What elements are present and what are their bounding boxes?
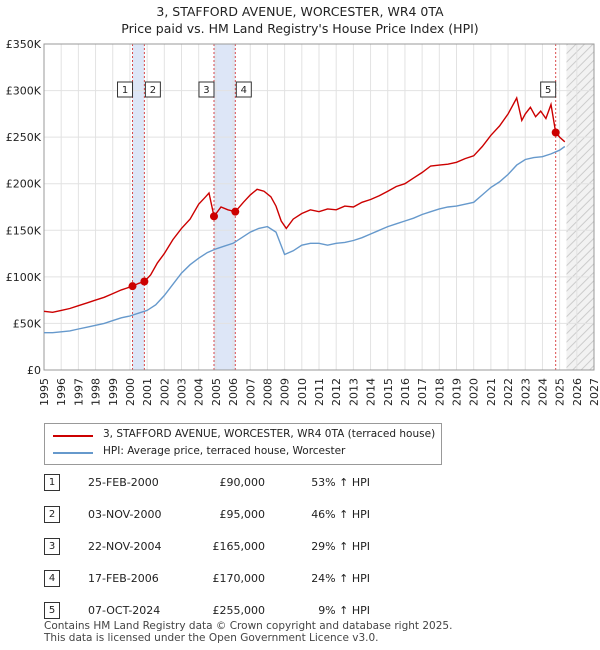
chart-subtitle: Price paid vs. HM Land Registry's House … — [121, 21, 479, 36]
sale-number-badge: 1 — [44, 474, 60, 491]
x-tick-label: 2015 — [382, 378, 395, 406]
x-tick-label: 2011 — [313, 378, 326, 406]
sale-number-badge: 5 — [44, 602, 60, 619]
y-tick-label: £300K — [6, 85, 42, 98]
sale-price: £165,000 — [212, 540, 266, 553]
sale-number-badge: 2 — [44, 506, 60, 523]
x-tick-label: 2026 — [571, 378, 584, 406]
table-row: 5 07-OCT-2024 £255,000 9% ↑ HPI — [40, 600, 460, 620]
x-tick-label: 2018 — [433, 378, 446, 406]
sale-point — [209, 212, 218, 221]
legend: 3, STAFFORD AVENUE, WORCESTER, WR4 0TA (… — [44, 423, 442, 465]
x-tick-label: 2027 — [588, 378, 600, 406]
sale-label-text: 5 — [545, 85, 551, 96]
sale-point — [231, 207, 240, 216]
legend-label-property: 3, STAFFORD AVENUE, WORCESTER, WR4 0TA (… — [103, 428, 436, 440]
sale-hpi-change: 29% ↑ HPI — [311, 540, 370, 553]
x-tick-label: 2019 — [451, 378, 464, 406]
sale-number-badge: 3 — [44, 538, 60, 555]
sale-price: £90,000 — [219, 476, 266, 489]
table-row: 1 25-FEB-2000 £90,000 53% ↑ HPI — [40, 472, 460, 492]
table-row: 2 03-NOV-2000 £95,000 46% ↑ HPI — [40, 504, 460, 524]
x-tick-label: 2012 — [330, 378, 343, 406]
y-tick-label: £100K — [6, 271, 42, 284]
x-tick-label: 2007 — [244, 378, 257, 406]
chart-title: 3, STAFFORD AVENUE, WORCESTER, WR4 0TA — [156, 4, 444, 19]
x-tick-label: 1998 — [90, 378, 103, 406]
x-tick-label: 2002 — [158, 378, 171, 406]
x-tick-label: 2010 — [296, 378, 309, 406]
legend-swatch-red — [53, 435, 93, 437]
sale-period-band — [132, 44, 145, 370]
footer-licence: This data is licensed under the Open Gov… — [44, 632, 379, 644]
price-chart: £0 £50K £100K £150K £200K £250K £300K £350K 1995… — [6, 38, 600, 406]
sale-date: 25-FEB-2000 — [88, 476, 159, 489]
sale-label-box — [144, 81, 161, 98]
sale-price: £95,000 — [219, 508, 266, 521]
x-tick-label: 1997 — [72, 378, 85, 406]
sale-point — [551, 128, 560, 137]
y-tick-label: £50K — [13, 317, 42, 330]
x-tick-label: 2004 — [193, 378, 206, 406]
x-tick-label: 1996 — [55, 378, 68, 406]
x-tick-label: 2003 — [176, 378, 189, 406]
sale-hpi-change: 53% ↑ HPI — [311, 476, 370, 489]
y-tick-label: £250K — [6, 131, 42, 144]
sale-label-text: 2 — [150, 85, 156, 96]
x-tick-label: 2020 — [468, 378, 481, 406]
sale-label-box — [540, 81, 557, 98]
sale-hpi-change: 9% ↑ HPI — [318, 604, 370, 617]
y-tick-label: £0 — [27, 364, 41, 377]
sale-period-band — [213, 44, 236, 370]
x-tick-label: 2017 — [416, 378, 429, 406]
hpi-series-line — [44, 145, 566, 334]
sale-label-box — [117, 81, 134, 98]
sale-point — [140, 277, 149, 286]
sale-hpi-change: 24% ↑ HPI — [311, 572, 370, 585]
y-tick-label: £150K — [6, 224, 42, 237]
x-tick-label: 2016 — [399, 378, 412, 406]
forecast-hatch — [566, 44, 594, 370]
legend-label-hpi: HPI: Average price, terraced house, Worc… — [103, 445, 346, 457]
x-tick-label: 2006 — [227, 378, 240, 406]
x-tick-label: 2014 — [365, 378, 378, 406]
y-tick-label: £350K — [6, 38, 42, 51]
sale-point — [128, 282, 137, 291]
x-tick-label: 2025 — [554, 378, 567, 406]
x-tick-label: 2024 — [536, 378, 549, 406]
sale-label-text: 1 — [122, 85, 128, 96]
sale-number-badge: 4 — [44, 570, 60, 587]
sale-date: 22-NOV-2004 — [88, 540, 162, 553]
table-row: 3 22-NOV-2004 £165,000 29% ↑ HPI — [40, 536, 460, 556]
sale-date: 17-FEB-2006 — [88, 572, 159, 585]
x-tick-label: 2022 — [502, 378, 515, 406]
sale-date: 03-NOV-2000 — [88, 508, 162, 521]
sale-label-box — [198, 81, 215, 98]
x-tick-label: 2021 — [485, 378, 498, 406]
x-tick-label: 1999 — [107, 378, 120, 406]
x-tick-label: 2001 — [141, 378, 154, 406]
x-tick-label: 2008 — [261, 378, 274, 406]
sale-price: £170,000 — [212, 572, 266, 585]
x-tick-label: 2023 — [519, 378, 532, 406]
sale-label-text: 3 — [203, 85, 209, 96]
plot-frame — [43, 43, 595, 371]
sale-price: £255,000 — [212, 604, 266, 617]
sale-hpi-change: 46% ↑ HPI — [311, 508, 370, 521]
x-tick-label: 2009 — [279, 378, 292, 406]
sale-label-box — [235, 81, 252, 98]
x-tick-label: 1995 — [38, 378, 51, 406]
footer-copyright: Contains HM Land Registry data © Crown c… — [44, 620, 453, 632]
y-tick-label: £200K — [6, 178, 42, 191]
table-row: 4 17-FEB-2006 £170,000 24% ↑ HPI — [40, 568, 460, 588]
x-tick-label: 2013 — [347, 378, 360, 406]
sale-date: 07-OCT-2024 — [88, 604, 161, 617]
legend-swatch-blue — [53, 452, 93, 454]
sale-label-text: 4 — [241, 85, 247, 96]
x-tick-label: 2000 — [124, 378, 137, 406]
x-tick-label: 2005 — [210, 378, 223, 406]
